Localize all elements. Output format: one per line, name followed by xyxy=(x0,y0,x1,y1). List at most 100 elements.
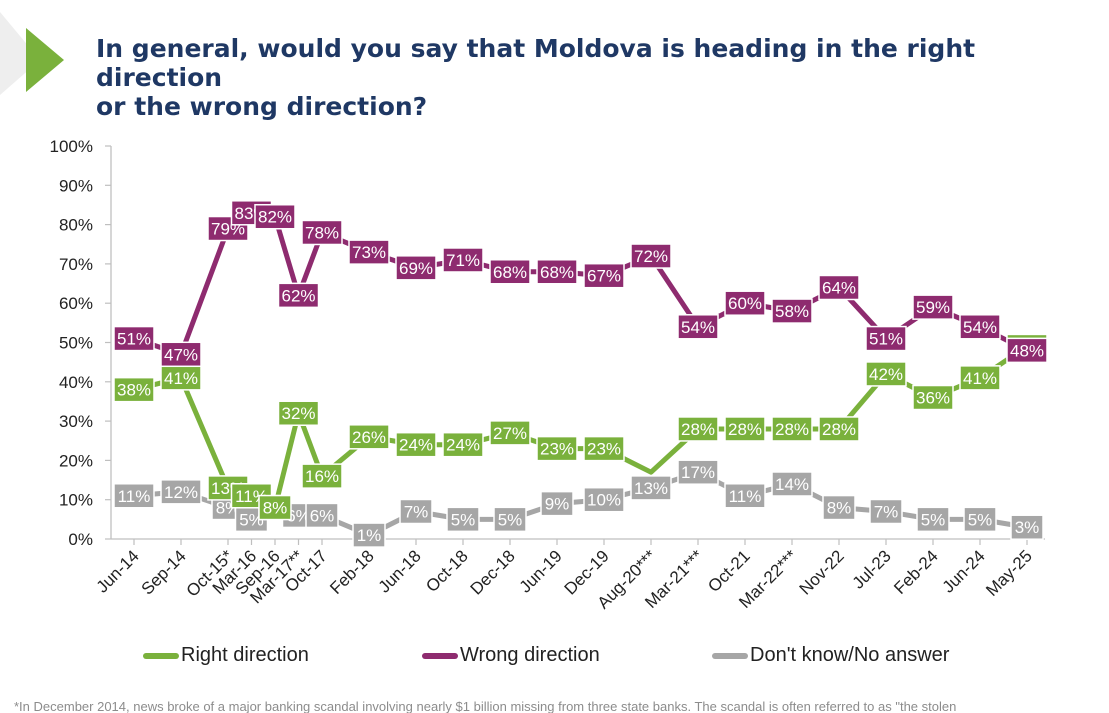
data-label-box xyxy=(724,290,766,316)
data-label-box xyxy=(395,255,437,281)
data-label: 26% xyxy=(352,428,386,447)
data-label: 23% xyxy=(540,440,574,459)
data-label-box xyxy=(771,298,813,324)
legend-label-wrong-direction: Wrong direction xyxy=(460,644,600,666)
data-label-box xyxy=(724,416,766,442)
data-label: 32% xyxy=(281,404,315,423)
data-label-box xyxy=(630,475,672,501)
y-tick-label: 40% xyxy=(59,373,93,392)
data-label: 24% xyxy=(399,436,433,455)
data-label-box xyxy=(489,420,531,446)
data-label: 13% xyxy=(634,479,668,498)
x-tick-label: Jun-18 xyxy=(375,546,425,596)
data-label-box xyxy=(630,243,672,269)
data-label: 64% xyxy=(822,278,856,297)
data-label: 5% xyxy=(451,510,476,529)
title-line-2: or the wrong direction? xyxy=(96,92,428,121)
x-tick-label: Nov-22 xyxy=(796,546,848,598)
line-chart: 0% 10% 20% 30% 40% 50% 60% 70% 80% 90% 100% Jun-14S… xyxy=(50,137,1048,613)
legend-label-right-direction: Right direction xyxy=(181,644,309,666)
data-label-box xyxy=(959,314,1001,340)
chart-data-labels: 11%12%8%5%8%6%6%1%7%5%5%9%10%13%17%11%14… xyxy=(113,200,1048,548)
data-label-box xyxy=(677,314,719,340)
corner-accent xyxy=(0,12,64,95)
data-label: 58% xyxy=(775,302,809,321)
x-tick-label: Feb-18 xyxy=(326,546,378,598)
data-label: 1% xyxy=(357,526,382,545)
footnote: *In December 2014, news broke of a major… xyxy=(14,699,957,713)
data-label-box xyxy=(865,325,907,352)
data-label: 68% xyxy=(540,263,574,282)
data-label-box xyxy=(348,239,390,265)
data-label: 8% xyxy=(263,499,288,518)
data-label: 54% xyxy=(963,318,997,337)
data-label-box xyxy=(395,431,437,458)
data-label: 28% xyxy=(728,420,762,439)
data-label-box xyxy=(442,247,484,273)
data-label: 11% xyxy=(118,487,151,506)
data-label: 8% xyxy=(827,499,852,518)
y-tick-label: 90% xyxy=(59,176,93,195)
data-label-box xyxy=(724,483,766,509)
data-label-box xyxy=(540,490,574,517)
data-label: 12% xyxy=(164,483,198,502)
data-label: 27% xyxy=(493,424,527,443)
y-tick-label: 100% xyxy=(50,137,93,156)
data-label: 72% xyxy=(634,247,668,266)
data-label: 42% xyxy=(869,365,903,384)
data-label-box xyxy=(1006,337,1048,364)
data-label: 6% xyxy=(286,506,311,525)
x-tick-label: Sep-14 xyxy=(138,546,190,598)
data-label-box xyxy=(446,506,480,533)
x-tick-label: Jun-19 xyxy=(516,546,566,596)
x-tick-label: Dec-18 xyxy=(467,546,519,598)
data-label: 41% xyxy=(164,369,198,388)
data-label: 5% xyxy=(921,510,946,529)
data-label: 28% xyxy=(775,420,809,439)
legend-label-dont-know: Don't know/No answer xyxy=(750,644,950,666)
data-label-box xyxy=(493,506,527,533)
data-label: 17% xyxy=(681,463,715,482)
data-label-box xyxy=(963,506,997,533)
data-label: 51% xyxy=(117,330,151,349)
data-label-box xyxy=(912,294,954,320)
data-label: 9% xyxy=(545,495,570,514)
y-tick-label: 30% xyxy=(59,412,93,431)
data-label-box xyxy=(113,483,155,509)
data-label-box xyxy=(818,416,860,442)
data-label: 28% xyxy=(681,420,715,439)
data-label-box xyxy=(352,522,386,548)
data-label-box xyxy=(771,416,813,442)
data-label: 36% xyxy=(916,389,950,408)
data-label-box xyxy=(258,494,292,521)
x-tick-label: May-25 xyxy=(982,546,1036,600)
y-tick-label: 10% xyxy=(59,491,93,510)
data-label: 62% xyxy=(281,286,315,305)
data-label-box xyxy=(677,416,719,442)
data-label: 7% xyxy=(404,502,429,521)
y-tick-label: 50% xyxy=(59,334,93,353)
legend-swatch-dont-know xyxy=(712,652,748,659)
x-tick-label: Feb-24 xyxy=(890,546,942,598)
data-label: 67% xyxy=(587,267,621,286)
data-label: 6% xyxy=(310,506,335,525)
data-label: 71% xyxy=(446,251,480,270)
data-label-box xyxy=(160,479,202,505)
y-tick-label: 20% xyxy=(59,451,93,470)
legend-item-dont-know: Don't know/No answer xyxy=(712,644,949,667)
data-label-box xyxy=(583,435,625,462)
data-label-box xyxy=(113,376,155,403)
data-label-box xyxy=(865,361,907,387)
data-label: 51% xyxy=(869,330,903,349)
data-label: 47% xyxy=(164,345,198,364)
data-label-box xyxy=(822,494,856,521)
data-label: 7% xyxy=(874,502,899,521)
data-label-box xyxy=(160,341,202,368)
data-label: 54% xyxy=(681,318,715,337)
data-label: 69% xyxy=(399,259,433,278)
data-label: 14% xyxy=(775,475,809,494)
data-label-box xyxy=(771,471,813,497)
data-label-box xyxy=(277,282,320,309)
data-label: 59% xyxy=(916,298,950,317)
data-label-box xyxy=(277,400,320,426)
